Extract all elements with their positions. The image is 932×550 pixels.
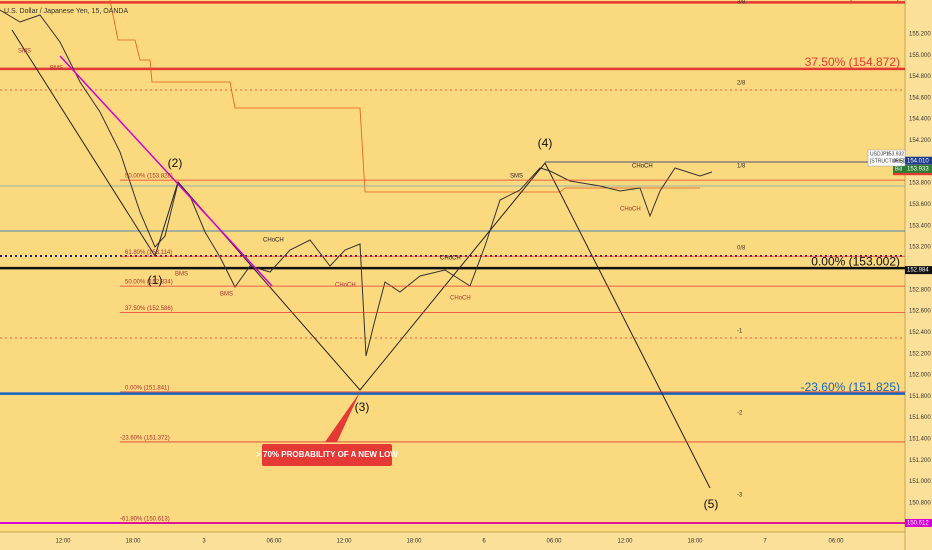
level-label: -23.60% (151.825) (801, 380, 900, 394)
fib-label: 50.00% (153.828) (125, 174, 173, 180)
level-label: 50.00% (155.495) (805, 0, 900, 3)
octave-label: 3/8 (737, 0, 746, 6)
quote-price: 153.932 (886, 151, 904, 157)
price-tick-label: 152.200 (909, 351, 931, 357)
price-badge-label: 152.984 (907, 268, 929, 274)
price-badge-label: 154.010 (907, 158, 929, 164)
fib-label: 50.00% (152.834) (125, 280, 173, 286)
structure-label: CHoCH (450, 296, 471, 302)
octave-label: 1/8 (737, 164, 746, 170)
price-badge (905, 156, 932, 165)
fib-label: 37.50% (152.586) (125, 306, 173, 312)
callout-pointer (325, 392, 360, 442)
price-tick-label: 150.800 (909, 500, 931, 506)
price-tick-label: 152.600 (909, 309, 931, 315)
trend-line (59, 55, 273, 287)
quote-structure: [STRUCTURE] (870, 158, 904, 164)
time-label: 6 (482, 539, 486, 545)
structure-label: BMS (50, 66, 63, 72)
time-label: 7 (763, 539, 767, 545)
quote-time: 06:50 (893, 158, 906, 164)
time-axis (0, 532, 905, 550)
price-tick-label: 151.400 (909, 437, 931, 443)
time-label: 3 (202, 539, 206, 545)
price-tick-label: 151.600 (909, 415, 931, 421)
price-tick-label: 152.000 (909, 373, 931, 379)
price-tick-label: 155.000 (909, 53, 931, 59)
wave-label: (2) (168, 156, 183, 170)
structure-label: SMS (510, 174, 523, 180)
structure-label: CHoCH (632, 164, 653, 170)
fib-label: 0.00% (151.841) (125, 386, 169, 392)
structure-label: BMS (220, 292, 233, 298)
price-tick-label: 152.400 (909, 330, 931, 336)
fib-label: -61.80% (150.613) (120, 516, 170, 522)
price-tick-label: 151.200 (909, 458, 931, 464)
price-badge (905, 518, 932, 527)
fib-label: -23.60% (151.372) (120, 436, 170, 442)
price-tick-label: 152.800 (909, 287, 931, 293)
time-label: 12:00 (617, 539, 633, 545)
chart-title: U.S. Dollar / Japanese Yen, 15, OANDA (4, 8, 128, 15)
price-tick-label: 153.600 (909, 202, 931, 208)
level-label: 0.00% (153.002) (811, 254, 900, 268)
time-label: 06:00 (266, 539, 282, 545)
wave-label: (1) (148, 273, 163, 287)
time-label: 06:00 (546, 539, 562, 545)
quote-symbol: USDJPY (870, 151, 890, 157)
octave-label: -2 (737, 411, 743, 417)
price-badge (905, 164, 932, 173)
structure-label: BMS (175, 272, 188, 278)
structure-label: CHoCH (335, 283, 356, 289)
octave-label: 0/8 (737, 246, 746, 252)
fib-label: 61.80% (153.114) (125, 250, 172, 256)
price-badge (905, 266, 932, 275)
structure-label: CHoCH (440, 256, 461, 262)
structure-label: SMS (18, 49, 31, 55)
octave-label: 2/8 (737, 81, 746, 87)
price-tick-label: 154.800 (909, 74, 931, 80)
price-badge-label: 153.933 (907, 167, 929, 173)
badge-tag-label: Bid (895, 166, 902, 172)
octave-label: -1 (737, 329, 743, 335)
time-label: 18:00 (125, 539, 141, 545)
level-label: 37.50% (154.872) (805, 55, 900, 69)
structure-label: CHoCH (263, 238, 284, 244)
price-tick-label: 153.800 (909, 181, 931, 187)
price-tick-label: 151.800 (909, 394, 931, 400)
wave-label: (4) (538, 136, 553, 150)
time-label: 12:00 (55, 539, 71, 545)
callout-text: > 70% PROBABILITY OF A NEW LOW (256, 450, 398, 459)
price-tick-label: 154.600 (909, 95, 931, 101)
price-axis (905, 0, 932, 550)
quote-box (867, 149, 906, 167)
price-tick-label: 154.400 (909, 117, 931, 123)
wave-label: (3) (355, 400, 370, 414)
price-line (0, 9, 713, 357)
price-badge-label: 150.612 (907, 521, 929, 527)
time-label: 18:00 (687, 539, 703, 545)
time-label: 06:00 (828, 539, 844, 545)
octave-label: -3 (737, 493, 743, 499)
callout-box (262, 444, 392, 466)
badge-tag (893, 164, 905, 173)
wave-label: (5) (704, 497, 719, 511)
time-label: 12:00 (336, 539, 352, 545)
price-tick-label: 153.400 (909, 223, 931, 229)
price-tick-label: 155.200 (909, 31, 931, 37)
price-tick-label: 154.200 (909, 138, 931, 144)
price-tick-label: 151.000 (909, 479, 931, 485)
time-label: 18:00 (406, 539, 422, 545)
price-tick-label: 153.200 (909, 245, 931, 251)
structure-label: CHoCH (620, 207, 641, 213)
